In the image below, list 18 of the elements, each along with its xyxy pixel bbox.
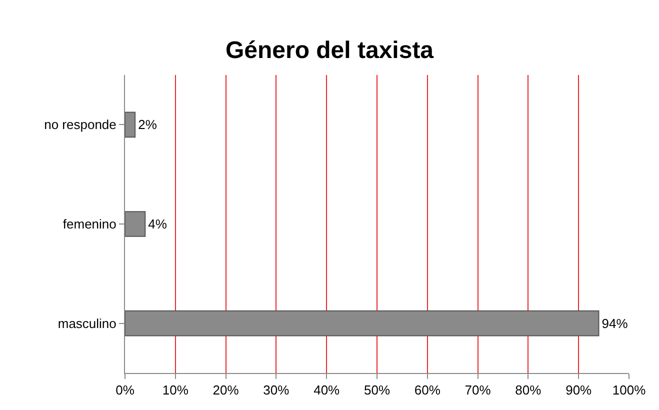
y-tick-label: masculino <box>58 316 116 331</box>
data-label: 94% <box>602 316 628 331</box>
x-tick-label: 60% <box>414 382 441 398</box>
x-tick-label: 80% <box>515 382 542 398</box>
x-tick-label: 50% <box>364 382 390 398</box>
x-tick-label: 90% <box>566 382 592 398</box>
x-tick-label: 100% <box>612 382 646 398</box>
y-tick-label: no responde <box>44 117 116 132</box>
x-tick-label: 10% <box>162 382 189 398</box>
data-label: 4% <box>148 216 168 232</box>
x-tick-label: 30% <box>263 382 290 398</box>
x-tick-label: 0% <box>116 382 135 398</box>
x-tick-label: 20% <box>212 382 240 398</box>
x-tick-label: 40% <box>314 382 340 398</box>
x-tick-label: 70% <box>464 382 492 398</box>
data-label: 2% <box>138 117 158 132</box>
y-tick-label: femenino <box>62 216 116 232</box>
chart-title: Género del taxista <box>225 36 434 64</box>
